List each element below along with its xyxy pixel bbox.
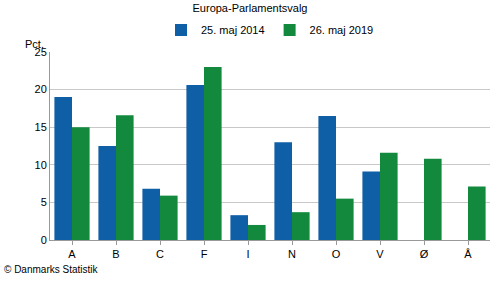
- svg-text:20: 20: [35, 83, 47, 95]
- svg-text:26. maj 2019: 26. maj 2019: [310, 24, 374, 36]
- svg-text:F: F: [201, 248, 208, 260]
- svg-text:N: N: [288, 248, 296, 260]
- svg-text:A: A: [68, 248, 76, 260]
- svg-text:Europa-Parlamentsvalg: Europa-Parlamentsvalg: [193, 2, 308, 14]
- svg-text:0: 0: [41, 234, 47, 246]
- svg-text:O: O: [332, 248, 341, 260]
- svg-text:B: B: [112, 248, 119, 260]
- svg-text:Pct.: Pct.: [25, 38, 44, 50]
- svg-text:15: 15: [35, 121, 47, 133]
- svg-text:25: 25: [35, 46, 47, 58]
- svg-text:I: I: [246, 248, 249, 260]
- svg-text:5: 5: [41, 196, 47, 208]
- svg-text:© Danmarks Statistik: © Danmarks Statistik: [4, 264, 99, 275]
- svg-text:25. maj 2014: 25. maj 2014: [201, 24, 265, 36]
- svg-text:V: V: [376, 248, 384, 260]
- svg-text:Ø: Ø: [420, 248, 429, 260]
- svg-text:Å: Å: [464, 248, 472, 260]
- svg-text:10: 10: [35, 159, 47, 171]
- svg-text:C: C: [156, 248, 164, 260]
